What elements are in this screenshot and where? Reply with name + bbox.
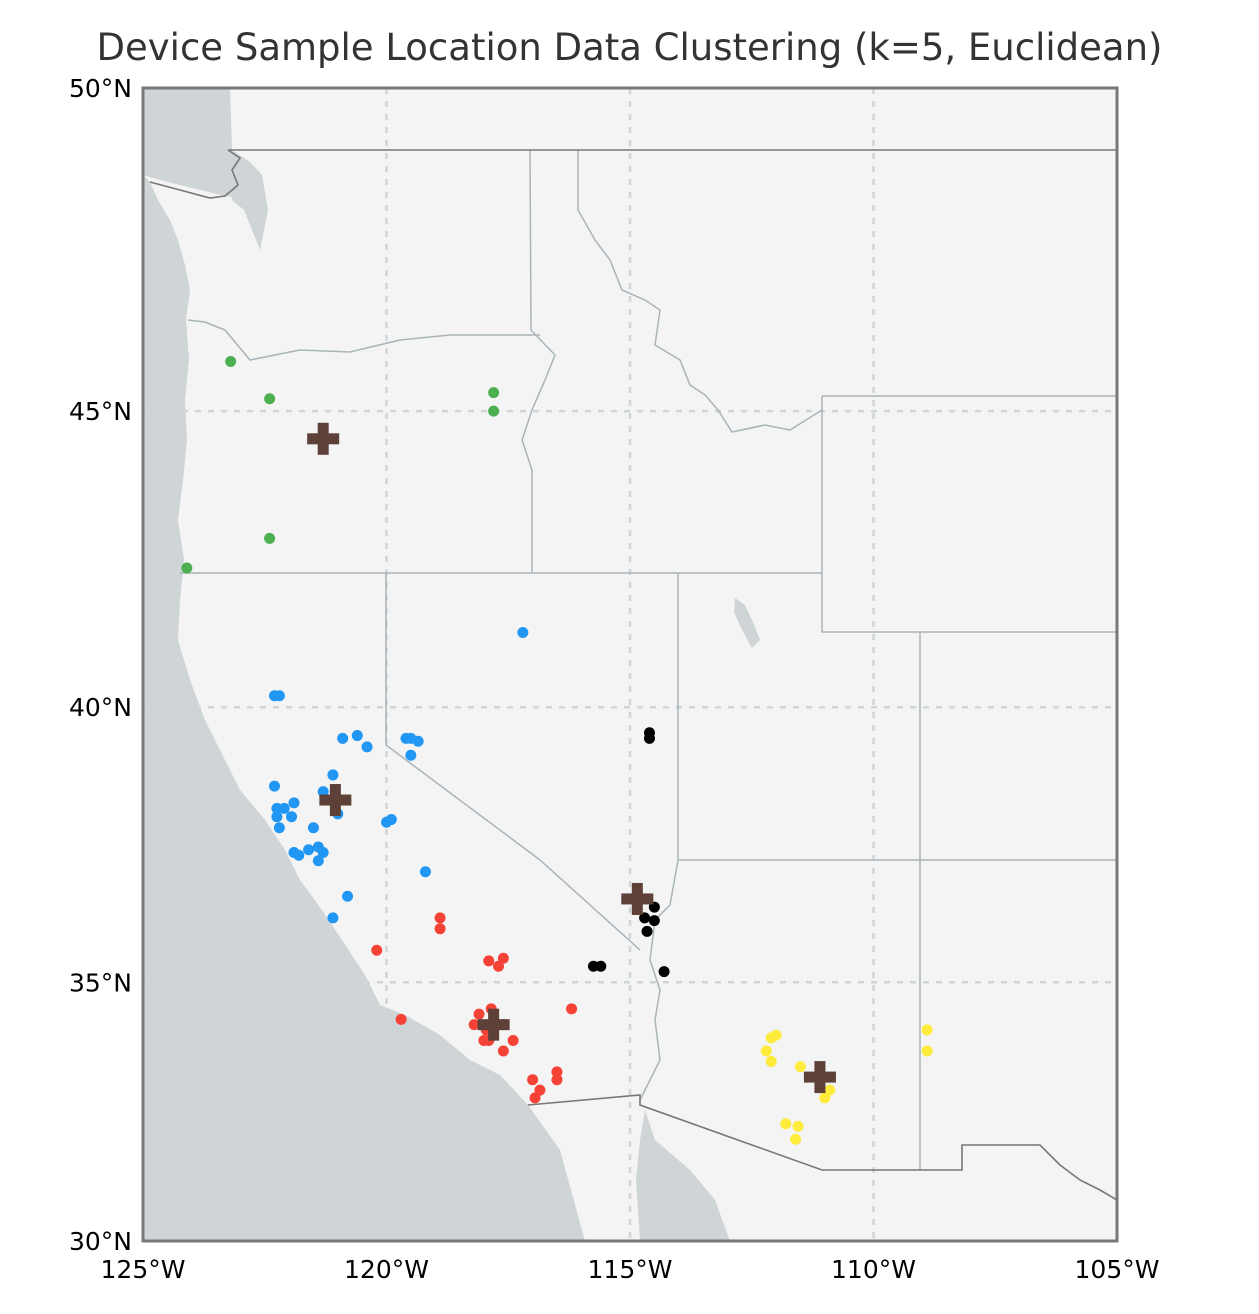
- data-point: [529, 1092, 541, 1104]
- data-point: [478, 1034, 490, 1046]
- data-point: [792, 1120, 804, 1132]
- data-point: [307, 822, 319, 834]
- gulf-of-california: [636, 1110, 730, 1241]
- data-point: [288, 797, 300, 809]
- x-tick-label: 125°W: [101, 1255, 186, 1284]
- data-point: [434, 923, 446, 935]
- us-mexico-border: [527, 1094, 1117, 1201]
- idaho-montana-border: [577, 150, 823, 433]
- data-point: [361, 741, 373, 753]
- data-point: [351, 730, 363, 742]
- y-tick-label: 40°N: [69, 693, 132, 722]
- data-point: [264, 393, 276, 405]
- x-tick-label: 115°W: [588, 1255, 673, 1284]
- data-point: [794, 1061, 806, 1073]
- puget-sound: [232, 160, 268, 250]
- data-point: [658, 966, 670, 978]
- centroid-marker: [307, 422, 340, 455]
- y-tick-label: 35°N: [69, 968, 132, 997]
- data-point: [395, 1013, 407, 1025]
- y-tick-label: 45°N: [69, 397, 132, 426]
- data-point: [587, 960, 599, 972]
- data-point: [225, 355, 237, 367]
- data-point: [264, 532, 276, 544]
- data-points: [181, 355, 933, 1145]
- y-tick-label: 30°N: [69, 1227, 132, 1256]
- data-point: [566, 1003, 578, 1015]
- data-point: [488, 387, 500, 399]
- x-tick-label: 110°W: [831, 1255, 916, 1284]
- data-point: [273, 822, 285, 834]
- data-point: [317, 847, 329, 859]
- data-point: [819, 1092, 831, 1104]
- us-canada-border-west: [149, 149, 242, 199]
- data-point: [337, 732, 349, 744]
- data-point: [921, 1024, 933, 1036]
- data-point: [551, 1074, 563, 1086]
- data-point: [765, 1032, 777, 1044]
- data-point: [643, 732, 655, 744]
- data-point: [507, 1034, 519, 1046]
- map-frame: [141, 86, 1119, 1243]
- data-point: [497, 952, 509, 964]
- centroid-marker: [621, 882, 654, 915]
- data-point: [312, 855, 324, 867]
- map-title: Device Sample Location Data Clustering (…: [96, 26, 1163, 69]
- data-point: [327, 912, 339, 924]
- data-point: [278, 802, 290, 814]
- data-point: [527, 1074, 539, 1086]
- colorado-river-border: [639, 859, 679, 1101]
- data-point: [551, 1066, 563, 1078]
- data-point: [493, 960, 505, 972]
- great-salt-lake: [734, 598, 760, 648]
- data-point: [641, 925, 653, 937]
- data-point: [181, 562, 193, 574]
- data-point: [303, 844, 315, 856]
- data-point: [473, 1008, 485, 1020]
- centroid-marker: [477, 1008, 510, 1041]
- data-point: [317, 786, 329, 798]
- centroid-marker: [803, 1061, 836, 1094]
- data-point: [293, 849, 305, 861]
- data-point: [760, 1045, 772, 1057]
- data-point: [790, 1133, 802, 1145]
- data-point: [286, 811, 298, 823]
- y-tick-labels: 30°N 35°N 40°N 45°N 50°N: [69, 74, 132, 1256]
- data-point: [405, 749, 417, 761]
- centroid-marker: [319, 784, 352, 817]
- data-point: [327, 769, 339, 781]
- data-point: [434, 912, 446, 924]
- data-point: [419, 866, 431, 878]
- washington-oregon-border: [187, 319, 540, 361]
- data-point: [412, 735, 424, 747]
- x-tick-label: 105°W: [1075, 1255, 1160, 1284]
- data-point: [271, 811, 283, 823]
- data-point: [648, 915, 660, 927]
- data-point: [342, 890, 354, 902]
- data-point: [268, 780, 280, 792]
- data-point: [639, 912, 651, 924]
- nevada-west-border: [385, 573, 641, 951]
- data-point: [488, 405, 500, 417]
- data-point: [468, 1019, 480, 1031]
- data-point: [780, 1118, 792, 1130]
- idaho-west-border: [521, 149, 556, 573]
- data-point: [497, 1045, 509, 1057]
- data-point: [921, 1045, 933, 1057]
- data-point: [765, 1055, 777, 1067]
- wyoming-border: [821, 395, 1117, 633]
- x-tick-label: 120°W: [344, 1255, 429, 1284]
- x-tick-labels: 125°W 120°W 115°W 110°W 105°W: [101, 1255, 1160, 1284]
- state-borders: [180, 149, 1117, 1170]
- data-point: [517, 626, 529, 638]
- y-tick-label: 50°N: [69, 74, 132, 103]
- data-point: [273, 690, 285, 702]
- data-point: [371, 944, 383, 956]
- cluster-centroids: [307, 422, 836, 1094]
- country-borders: [149, 149, 1117, 1201]
- data-point: [385, 813, 397, 825]
- data-point: [483, 955, 495, 967]
